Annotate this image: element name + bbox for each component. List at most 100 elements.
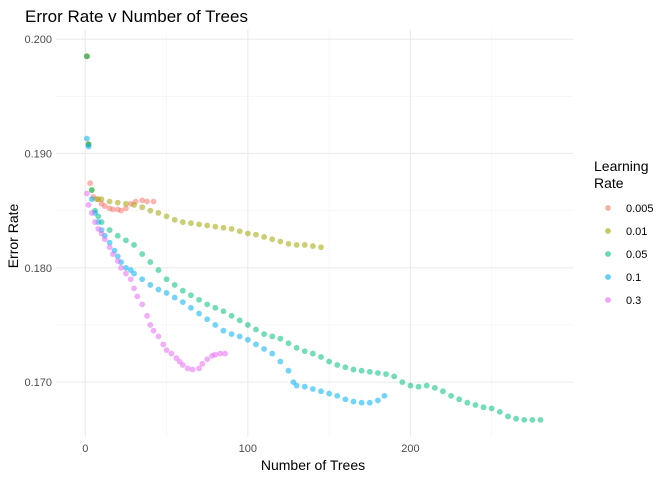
data-point <box>253 231 259 238</box>
data-point <box>134 293 141 300</box>
y-tick-label: 0.180 <box>24 263 52 275</box>
data-point <box>326 358 333 365</box>
data-point <box>114 253 121 260</box>
data-point <box>261 331 268 338</box>
legend-label: 0.005 <box>626 203 654 215</box>
data-point <box>144 312 150 319</box>
data-point <box>244 230 251 237</box>
data-point <box>464 399 471 406</box>
data-point <box>139 301 146 308</box>
data-point <box>163 276 170 283</box>
data-point <box>101 236 108 243</box>
data-point <box>383 371 389 378</box>
data-point <box>106 198 113 205</box>
data-point <box>375 397 381 404</box>
legend-swatch <box>605 297 611 303</box>
data-point <box>220 308 227 315</box>
data-point <box>110 206 116 213</box>
data-point <box>93 196 100 203</box>
data-point <box>163 213 170 220</box>
data-point <box>318 354 324 360</box>
data-point <box>399 379 406 386</box>
data-point <box>98 230 105 237</box>
data-point <box>204 316 211 323</box>
legend-label: 0.05 <box>626 249 647 261</box>
data-point <box>448 392 454 399</box>
data-point <box>150 327 157 334</box>
data-point <box>309 243 316 249</box>
chart-title: Error Rate v Number of Trees <box>25 7 248 26</box>
data-point <box>391 373 398 380</box>
data-point <box>342 396 349 403</box>
data-point <box>139 276 146 283</box>
data-point <box>334 392 341 399</box>
data-point <box>236 317 243 324</box>
data-point <box>529 416 536 423</box>
data-point <box>431 384 438 391</box>
data-point <box>114 258 121 264</box>
data-point <box>407 382 414 389</box>
data-point <box>293 344 300 351</box>
data-point <box>537 416 544 423</box>
data-point <box>309 386 316 392</box>
data-point <box>131 285 137 292</box>
data-point <box>309 350 316 357</box>
data-point <box>131 202 137 208</box>
data-point <box>277 335 284 342</box>
data-point <box>456 396 463 403</box>
data-point <box>212 304 219 311</box>
data-point <box>123 237 129 244</box>
legend-label: 0.01 <box>626 226 647 238</box>
data-point <box>160 341 167 348</box>
x-tick-label: 200 <box>401 443 419 455</box>
data-point <box>480 404 487 411</box>
data-point <box>220 224 227 231</box>
data-point <box>212 223 219 230</box>
data-point <box>366 368 373 375</box>
data-point <box>83 190 90 197</box>
data-point <box>127 276 134 283</box>
data-point <box>95 226 102 232</box>
data-point <box>88 210 95 216</box>
data-point <box>334 362 341 368</box>
data-point <box>139 204 146 211</box>
y-axis-ticks: 0.170 0.180 0.190 0.200 <box>24 34 52 389</box>
data-point <box>318 388 324 395</box>
data-point <box>171 216 178 223</box>
y-axis-label: Error Rate <box>5 204 21 269</box>
data-point <box>440 388 446 395</box>
data-point <box>358 399 365 406</box>
data-point <box>155 333 162 340</box>
data-point <box>423 382 430 389</box>
data-point <box>188 304 194 311</box>
data-point <box>147 207 154 214</box>
y-tick-label: 0.200 <box>24 34 52 46</box>
data-point <box>106 244 113 251</box>
legend-title-line-1: Learning <box>594 158 649 174</box>
data-point <box>496 408 503 415</box>
data-point <box>123 205 129 212</box>
data-point <box>204 301 211 308</box>
data-point <box>179 287 186 294</box>
data-point <box>106 239 113 246</box>
legend-swatch <box>605 228 611 234</box>
data-point <box>488 405 495 412</box>
data-point <box>217 350 224 357</box>
data-point <box>236 333 243 340</box>
data-point <box>261 234 268 240</box>
data-point <box>350 398 357 405</box>
data-point <box>244 322 251 328</box>
data-point <box>269 350 276 357</box>
data-point <box>139 197 146 204</box>
grid-lines <box>56 30 573 437</box>
data-point <box>150 198 157 205</box>
data-point <box>118 264 124 271</box>
data-point <box>188 292 194 299</box>
data-point <box>277 238 284 245</box>
data-point <box>301 242 308 248</box>
data-point <box>228 226 235 232</box>
data-point <box>228 331 235 338</box>
data-point <box>155 267 162 273</box>
data-point <box>163 290 170 296</box>
data-point <box>196 310 202 317</box>
